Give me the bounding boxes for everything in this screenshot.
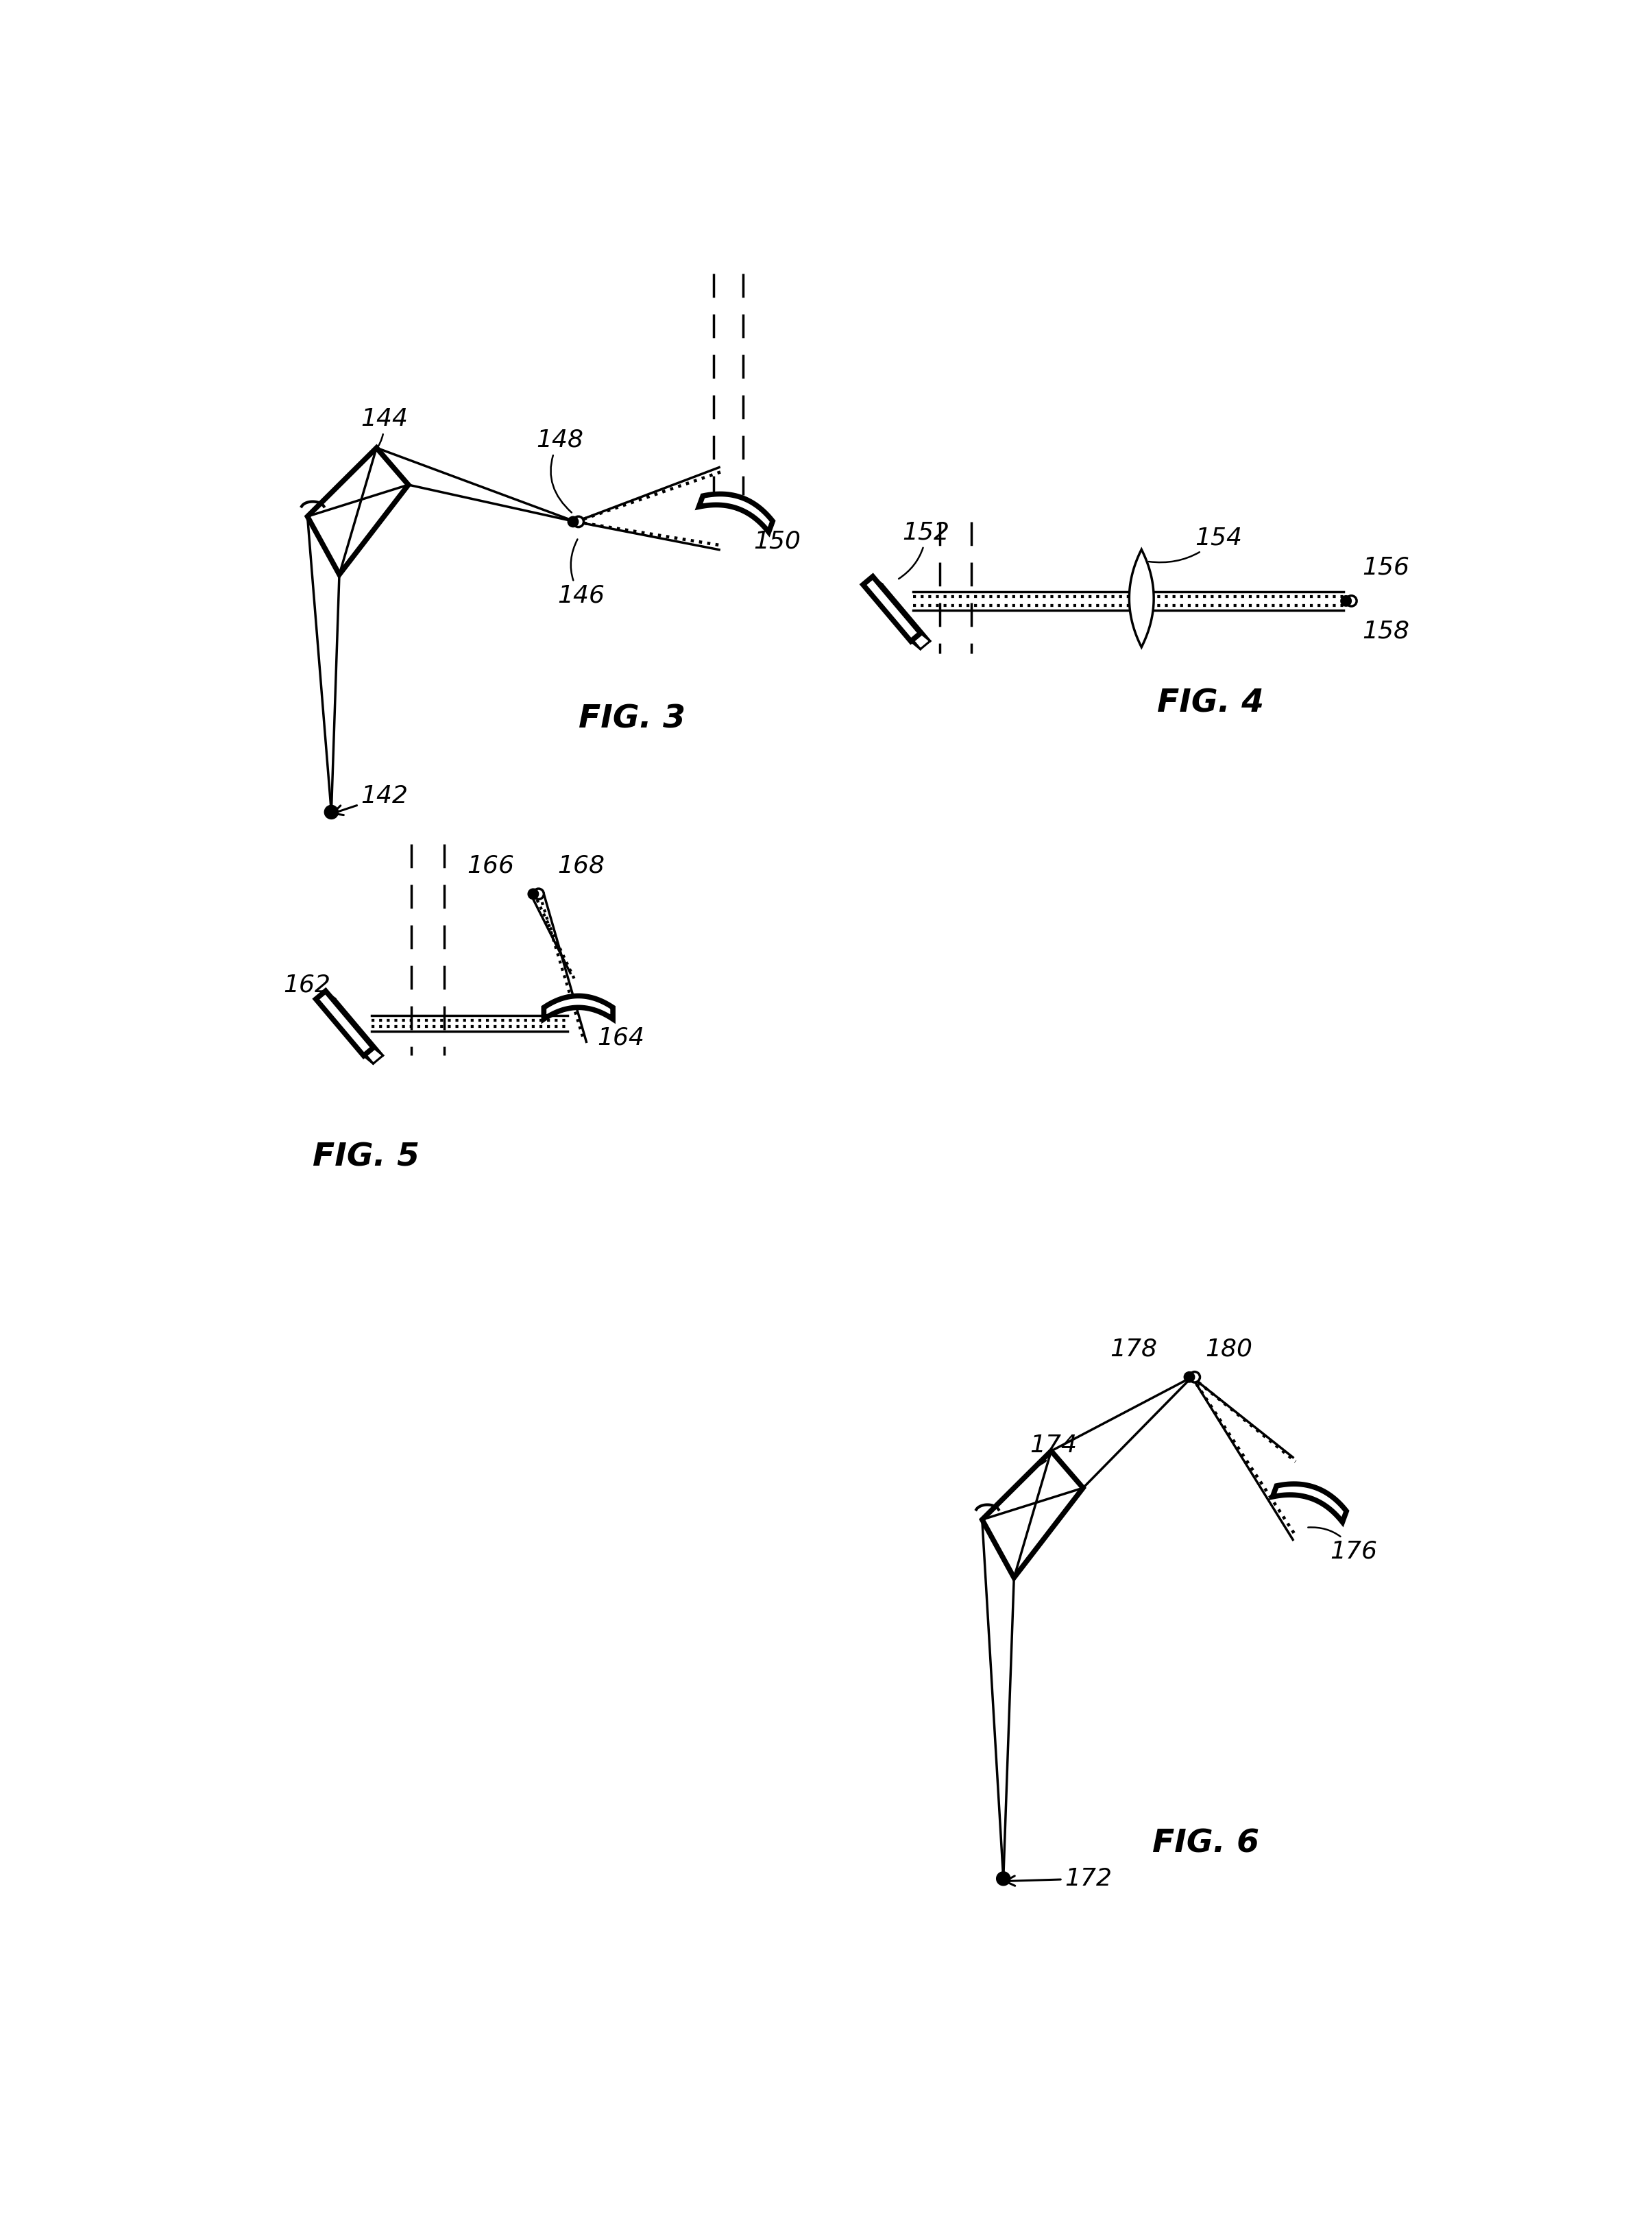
Circle shape [568,517,578,528]
Text: 172: 172 [1004,1867,1112,1889]
Text: 180: 180 [1206,1337,1252,1362]
Text: 148: 148 [535,429,583,512]
Text: 174: 174 [1029,1433,1077,1467]
Text: FIG. 3: FIG. 3 [578,704,686,733]
Text: 158: 158 [1361,619,1409,642]
Text: 166: 166 [468,854,514,879]
Circle shape [1346,595,1356,606]
Text: 150: 150 [753,530,801,552]
Text: 178: 178 [1110,1337,1156,1362]
Text: FIG. 4: FIG. 4 [1158,689,1264,718]
Polygon shape [1272,1485,1346,1523]
Circle shape [1189,1371,1199,1382]
Text: FIG. 5: FIG. 5 [312,1143,420,1172]
Text: FIG. 6: FIG. 6 [1151,1829,1259,1858]
Text: 162: 162 [284,973,330,997]
Text: 146: 146 [557,539,605,608]
Polygon shape [307,447,408,575]
Polygon shape [1130,550,1153,646]
Text: 152: 152 [899,521,950,579]
Circle shape [573,517,583,528]
Text: 144: 144 [360,407,408,463]
Circle shape [324,805,339,818]
Polygon shape [316,991,373,1055]
Text: 156: 156 [1361,557,1409,579]
Circle shape [529,888,539,899]
Polygon shape [983,1451,1084,1579]
Text: 164: 164 [596,1026,644,1049]
Text: 154: 154 [1148,525,1242,561]
Text: 176: 176 [1308,1527,1378,1563]
Text: 142: 142 [332,785,408,814]
Circle shape [996,1872,1011,1885]
Polygon shape [544,995,613,1020]
Polygon shape [699,494,773,532]
Circle shape [534,888,544,899]
Circle shape [1184,1371,1194,1382]
Circle shape [1341,595,1351,606]
Polygon shape [862,577,920,642]
Text: 168: 168 [557,854,605,879]
